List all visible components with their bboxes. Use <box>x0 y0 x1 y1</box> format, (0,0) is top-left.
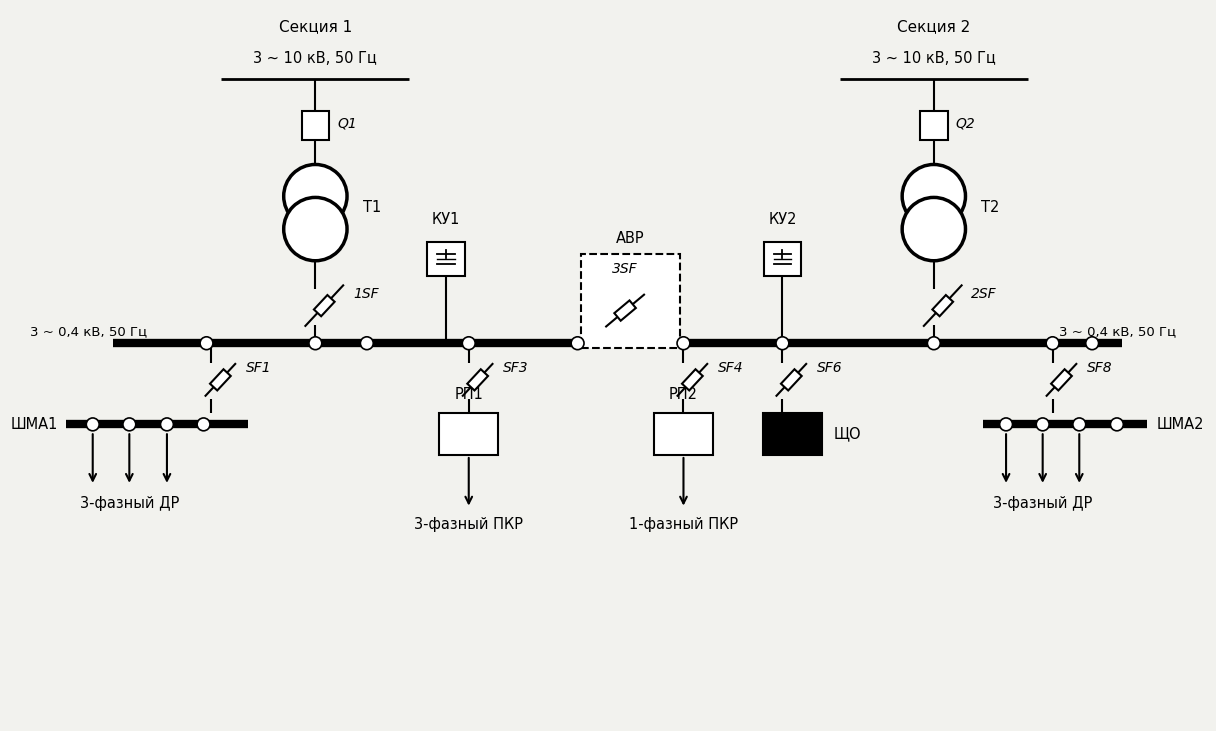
Circle shape <box>309 337 322 349</box>
Circle shape <box>928 337 940 349</box>
Text: SF4: SF4 <box>719 361 744 375</box>
Circle shape <box>360 337 373 349</box>
Polygon shape <box>314 295 334 317</box>
Text: T2: T2 <box>981 200 1000 215</box>
Text: ШМА1: ШМА1 <box>11 417 58 432</box>
Text: АВР: АВР <box>615 231 644 246</box>
Text: КУ2: КУ2 <box>769 213 796 227</box>
Circle shape <box>776 337 789 349</box>
Circle shape <box>283 164 347 228</box>
Circle shape <box>677 337 689 349</box>
Circle shape <box>1086 337 1098 349</box>
Text: T1: T1 <box>362 200 381 215</box>
Circle shape <box>1036 418 1049 431</box>
Text: 1-фазный ПКР: 1-фазный ПКР <box>629 518 738 532</box>
Bar <box>580 254 680 348</box>
Text: 3-фазный ДР: 3-фазный ДР <box>80 496 179 511</box>
Text: Q1: Q1 <box>337 116 356 131</box>
Circle shape <box>572 337 584 349</box>
Text: SF1: SF1 <box>246 361 271 375</box>
Circle shape <box>283 197 347 261</box>
Text: 3-фазный ПКР: 3-фазный ПКР <box>415 518 523 532</box>
Bar <box>654 414 713 455</box>
Circle shape <box>201 337 213 349</box>
Bar <box>439 414 499 455</box>
Text: 3-фазный ДР: 3-фазный ДР <box>993 496 1092 511</box>
Polygon shape <box>1051 369 1071 390</box>
Circle shape <box>197 418 210 431</box>
Text: Секция 2: Секция 2 <box>897 19 970 34</box>
Polygon shape <box>682 369 703 390</box>
Text: ЩО: ЩО <box>834 427 861 442</box>
Text: 2SF: 2SF <box>972 287 997 300</box>
Circle shape <box>902 164 966 228</box>
Bar <box>427 242 465 276</box>
Circle shape <box>902 197 966 261</box>
Circle shape <box>1046 337 1059 349</box>
Polygon shape <box>614 300 636 321</box>
Polygon shape <box>210 369 231 390</box>
Circle shape <box>1073 418 1086 431</box>
Bar <box>762 414 822 455</box>
Text: 3 ~ 10 кВ, 50 Гц: 3 ~ 10 кВ, 50 Гц <box>253 51 377 67</box>
Text: SF8: SF8 <box>1087 361 1113 375</box>
Text: 1SF: 1SF <box>353 287 378 300</box>
Text: 3 ~ 0,4 кВ, 50 Гц: 3 ~ 0,4 кВ, 50 Гц <box>30 325 147 338</box>
Text: SF3: SF3 <box>503 361 529 375</box>
Text: 3 ~ 10 кВ, 50 Гц: 3 ~ 10 кВ, 50 Гц <box>872 51 996 67</box>
Circle shape <box>1000 418 1013 431</box>
Text: Секция 1: Секция 1 <box>278 19 351 34</box>
Bar <box>764 242 801 276</box>
Text: Q2: Q2 <box>956 116 975 131</box>
Circle shape <box>462 337 475 349</box>
Text: 3 ~ 0,4 кВ, 50 Гц: 3 ~ 0,4 кВ, 50 Гц <box>1059 325 1177 338</box>
Circle shape <box>123 418 136 431</box>
Text: КУ1: КУ1 <box>432 213 460 227</box>
Text: ШМА2: ШМА2 <box>1156 417 1204 432</box>
Circle shape <box>86 418 100 431</box>
Polygon shape <box>467 369 488 390</box>
Polygon shape <box>781 369 801 390</box>
Bar <box>921 110 947 140</box>
Text: 3SF: 3SF <box>613 262 638 276</box>
Circle shape <box>1110 418 1124 431</box>
Text: SF6: SF6 <box>817 361 843 375</box>
Bar <box>302 110 330 140</box>
Polygon shape <box>933 295 953 317</box>
Circle shape <box>161 418 174 431</box>
Text: РП1: РП1 <box>455 387 483 401</box>
Text: РП2: РП2 <box>669 387 698 401</box>
